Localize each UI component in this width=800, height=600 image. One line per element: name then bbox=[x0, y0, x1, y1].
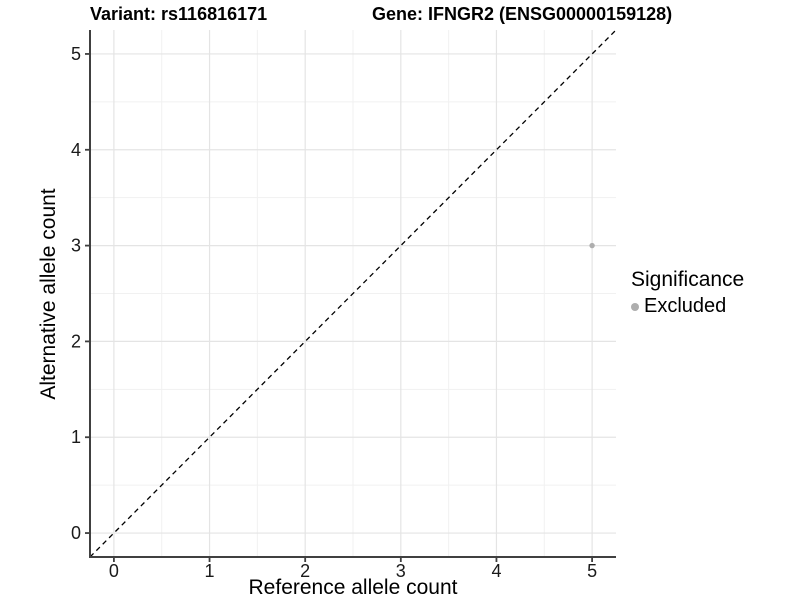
data-point bbox=[589, 242, 595, 249]
y-tick-label: 0 bbox=[71, 523, 81, 543]
legend: Significance Excluded bbox=[631, 268, 744, 318]
y-tick-label: 5 bbox=[71, 44, 81, 64]
y-tick-label: 4 bbox=[71, 140, 81, 160]
x-tick-label: 0 bbox=[109, 561, 119, 581]
x-tick-label: 5 bbox=[587, 561, 597, 581]
x-tick-label: 1 bbox=[205, 561, 215, 581]
legend-item-label: Excluded bbox=[644, 295, 727, 317]
y-tick-label: 2 bbox=[71, 331, 81, 351]
x-axis-title: Reference allele count bbox=[248, 576, 458, 599]
plot-title-variant: Variant: rs116816171 bbox=[90, 4, 268, 24]
x-tick-label: 2 bbox=[300, 561, 310, 581]
identity-reference-line bbox=[89, 29, 617, 558]
x-tick-label: 3 bbox=[396, 561, 406, 581]
plot-title-gene: Gene: IFNGR2 (ENSG00000159128) bbox=[372, 4, 673, 24]
legend-title: Significance bbox=[631, 268, 745, 291]
excluded-point-icon bbox=[631, 302, 639, 311]
y-axis-title: Alternative allele count bbox=[37, 188, 60, 400]
x-tick-label: 4 bbox=[491, 561, 501, 581]
y-tick-label: 1 bbox=[71, 427, 81, 447]
y-tick-label: 3 bbox=[71, 236, 81, 256]
legend-item-excluded: Excluded bbox=[631, 295, 744, 318]
